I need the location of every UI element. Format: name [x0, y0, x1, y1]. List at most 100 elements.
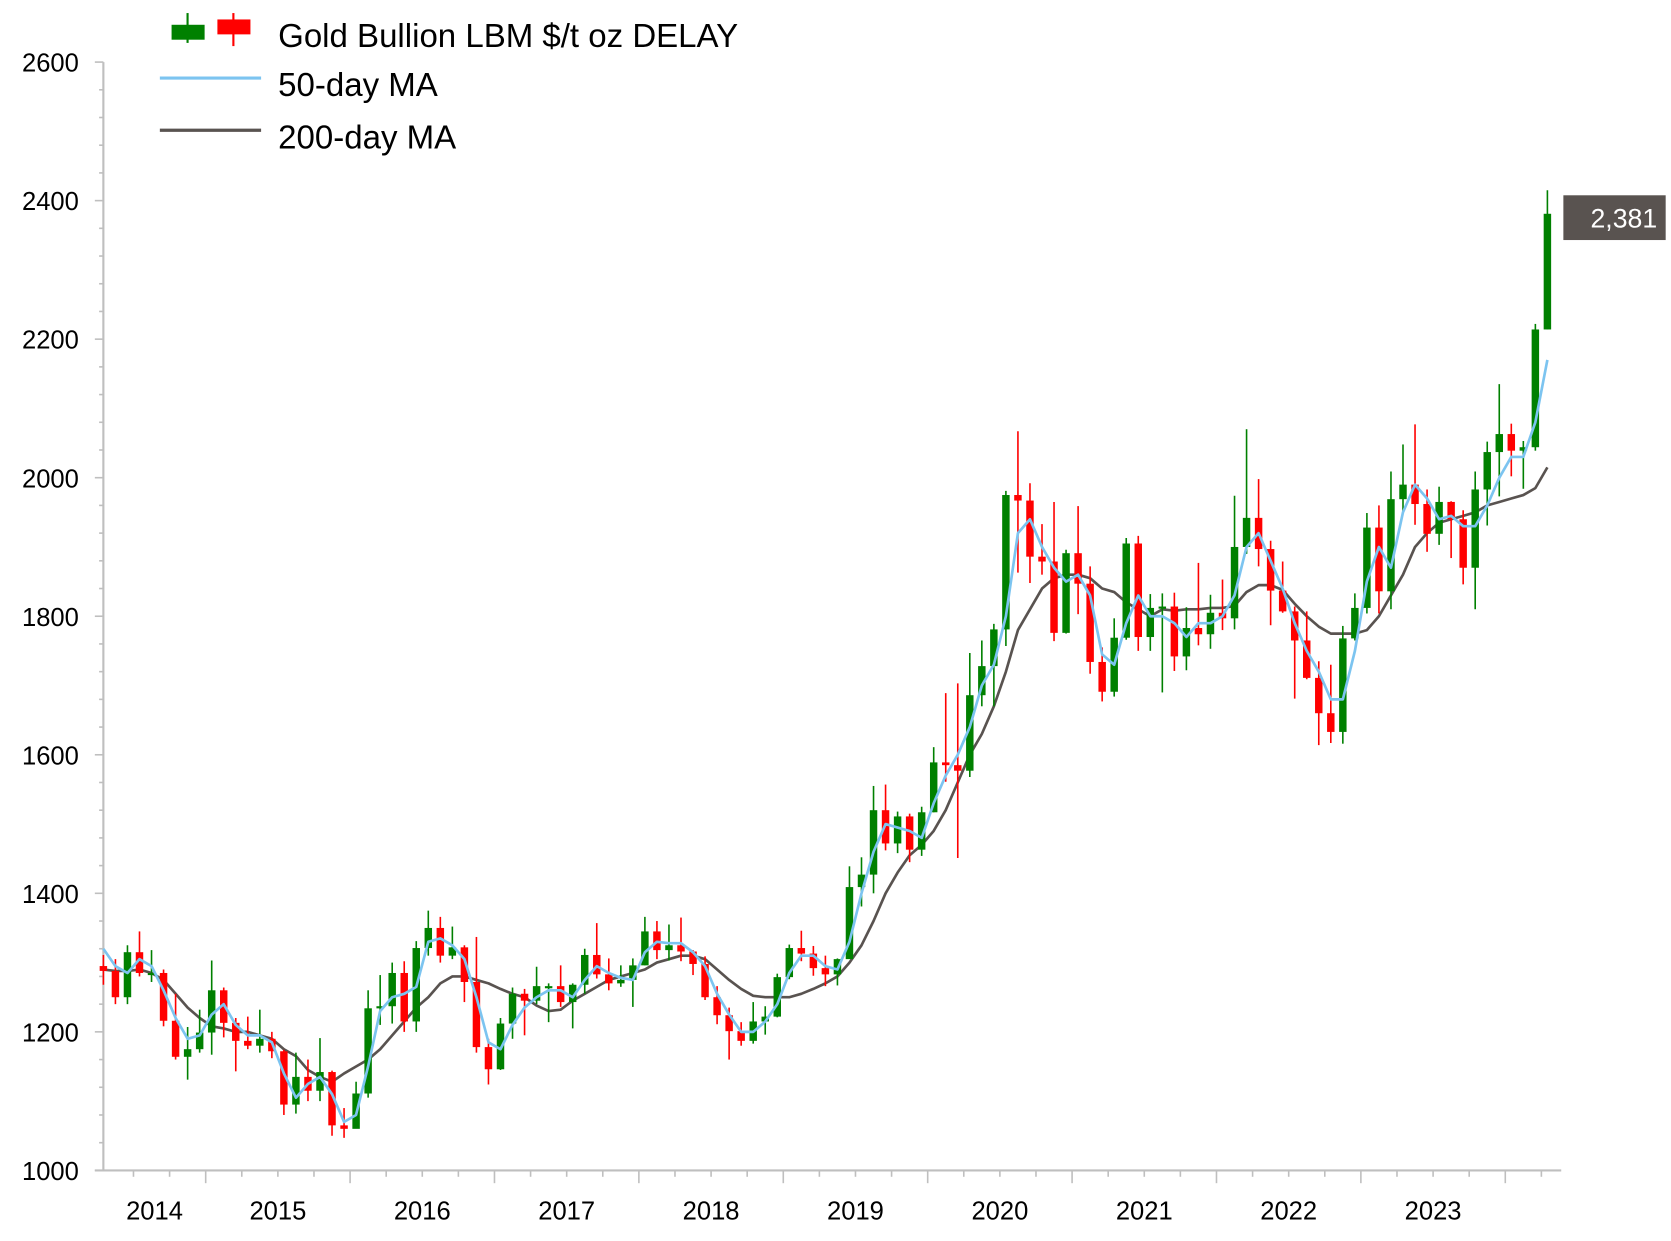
candle-up — [1158, 593, 1167, 693]
candle-up — [1182, 607, 1191, 671]
candle-body — [1387, 499, 1395, 592]
candle-body — [460, 947, 469, 982]
candle-body — [316, 1072, 324, 1091]
candle-down — [954, 683, 962, 858]
candle-body — [520, 993, 529, 1001]
candle-body — [929, 762, 938, 813]
candle-down — [1266, 540, 1275, 626]
candle-up — [893, 811, 902, 854]
candle-down — [135, 931, 144, 977]
candle-body — [641, 931, 649, 966]
candle-body — [376, 1006, 384, 1009]
candle-down — [1254, 479, 1263, 567]
candle-up — [978, 640, 986, 707]
legend-ma200-label: 200-day MA — [278, 118, 456, 155]
candle-body — [1278, 590, 1287, 612]
candle-body — [340, 1125, 348, 1129]
candle-up — [629, 958, 637, 1007]
candle-up — [617, 965, 625, 987]
candle-body — [1062, 553, 1070, 633]
candle-body — [1423, 504, 1431, 534]
candle-body — [1170, 606, 1179, 657]
candle-up — [1363, 513, 1371, 614]
legend-candles-label: Gold Bullion LBM $/t oz DELAY — [278, 17, 738, 54]
candle-up — [869, 785, 878, 894]
candle-down — [1327, 664, 1335, 744]
candle-body — [232, 1022, 240, 1041]
candle-up — [1351, 593, 1359, 641]
candle-body — [773, 977, 781, 1017]
y-tick-label: 1200 — [22, 1019, 79, 1047]
candle-body — [532, 986, 541, 1001]
candle-body — [123, 952, 132, 998]
candle-down — [1303, 611, 1311, 680]
candle-body — [568, 984, 577, 1003]
candle-down — [821, 955, 830, 987]
x-tick-label: 2022 — [1260, 1197, 1317, 1225]
candle-down — [593, 923, 601, 979]
candle-down — [328, 1070, 336, 1136]
candle-body — [1134, 543, 1142, 638]
candle-body — [448, 947, 457, 956]
candle-body — [484, 1047, 493, 1070]
candle-up — [316, 1038, 324, 1102]
candle-body — [1230, 546, 1239, 619]
candle-up — [424, 910, 433, 956]
candle-body — [797, 948, 806, 954]
candle-down — [1507, 423, 1516, 477]
candle-body — [328, 1072, 336, 1126]
candle-down — [1086, 566, 1094, 674]
candle-down — [159, 969, 168, 1027]
candle-body — [99, 966, 108, 971]
candle-body — [207, 990, 216, 1033]
candle-body — [1002, 495, 1010, 630]
candle-up — [1543, 190, 1552, 330]
candle-body — [436, 927, 445, 956]
x-tick-label: 2016 — [394, 1197, 451, 1225]
candle-up — [581, 948, 589, 994]
candle-body — [183, 1049, 192, 1057]
candle-up — [207, 960, 216, 1055]
y-tick-label: 1000 — [22, 1158, 79, 1186]
candle-body — [147, 972, 156, 976]
candle-body — [159, 972, 168, 1021]
candle-up — [292, 1052, 300, 1114]
candle-body — [195, 1032, 204, 1050]
candle-up — [917, 806, 926, 856]
y-tick-label: 1400 — [22, 881, 79, 909]
candle-down — [1315, 661, 1323, 746]
candle-down — [400, 961, 408, 1032]
candle-body — [954, 765, 962, 771]
candle-body — [821, 968, 830, 975]
candle-body — [978, 666, 986, 696]
candle-body — [292, 1076, 300, 1105]
candle-body — [990, 629, 998, 667]
candle-up — [1531, 323, 1540, 451]
candle-body — [1459, 519, 1467, 568]
legend: Gold Bullion LBM $/t oz DELAY 50-day MA … — [159, 13, 738, 155]
candle-body — [845, 887, 854, 960]
candle-body — [280, 1051, 288, 1105]
candle-up — [1230, 495, 1239, 630]
candle-up — [1146, 594, 1155, 651]
ma50-layer — [102, 359, 1549, 1124]
candle-body — [966, 695, 974, 771]
candles-layer — [99, 190, 1552, 1138]
candle-down — [1026, 483, 1034, 583]
ma200-layer — [103, 466, 1549, 1084]
candle-body — [1038, 556, 1046, 562]
candle-up — [1242, 429, 1251, 554]
candle-down — [1170, 592, 1179, 671]
ma50-line — [102, 359, 1549, 1124]
candle-up — [1519, 440, 1528, 489]
candle-body — [1158, 606, 1167, 609]
x-tick-label: 2014 — [126, 1197, 183, 1225]
candle-body — [1146, 607, 1155, 638]
candle-body — [1242, 517, 1251, 547]
y-tick-label: 2200 — [22, 327, 79, 355]
x-tick-label: 2019 — [827, 1197, 884, 1225]
candle-down — [677, 917, 685, 962]
candle-body — [761, 1016, 769, 1022]
y-tick-label: 2400 — [22, 188, 79, 216]
